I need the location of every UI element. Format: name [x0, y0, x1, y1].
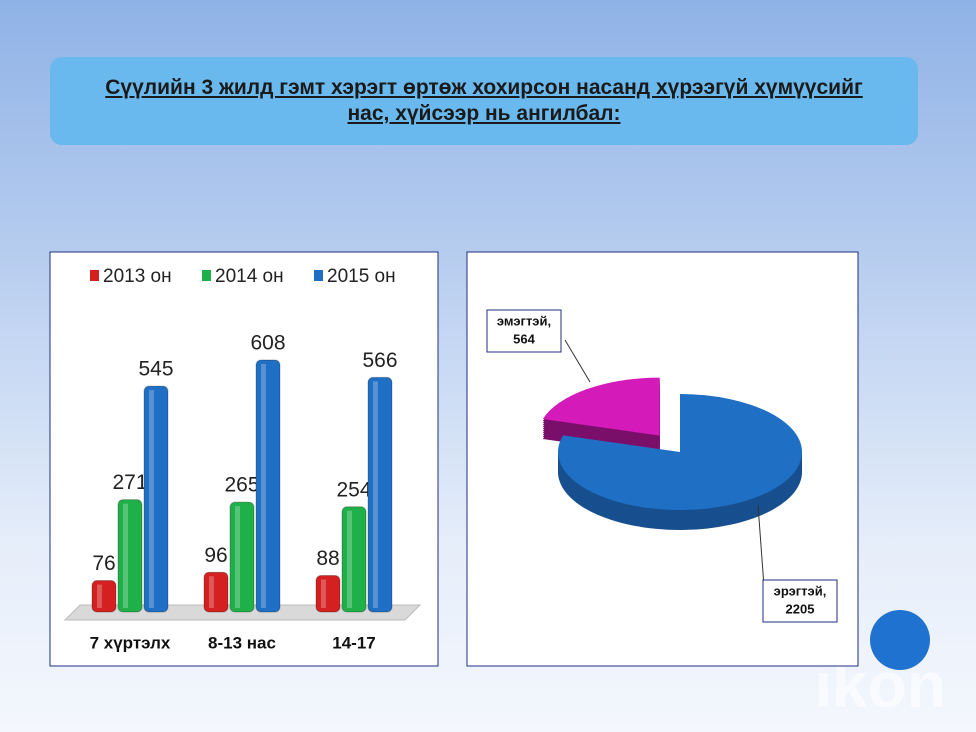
data-label-value: 2205	[786, 601, 815, 616]
title-wrap: Сүүлийн 3 жилд гэмт хэрэгт өртөж хохирсо…	[105, 76, 863, 125]
bar-highlight	[123, 503, 128, 608]
bar	[229, 501, 255, 613]
data-label-name: эрэгтэй,	[774, 583, 827, 598]
value-label: 254	[336, 478, 371, 501]
legend-swatch	[202, 270, 211, 281]
x-tick-label: 8-13 нас	[208, 633, 276, 652]
data-label-box	[762, 579, 838, 623]
bar-highlight	[261, 364, 266, 608]
value-label: 271	[112, 471, 147, 494]
decor-circle	[870, 610, 930, 670]
value-label: 96	[204, 544, 227, 567]
data-label-name: эмэгтэй,	[497, 313, 551, 328]
bar	[91, 580, 117, 613]
bar-highlight	[347, 510, 352, 608]
bar	[117, 499, 143, 613]
title-box	[50, 57, 918, 145]
value-label: 566	[362, 349, 397, 372]
pie-slice	[542, 377, 660, 436]
pie-slice	[558, 394, 802, 510]
legend-label: 2014 он	[215, 266, 284, 287]
legend-swatch	[90, 270, 99, 281]
value-label: 265	[224, 474, 259, 497]
leader-line	[564, 339, 591, 383]
legend-label: 2013 он	[103, 266, 172, 287]
legend-swatch	[314, 270, 323, 281]
bar	[255, 359, 281, 613]
bar	[143, 385, 169, 613]
data-label-box	[486, 309, 562, 353]
value-label: 88	[316, 547, 339, 570]
bar-highlight	[373, 381, 378, 608]
value-label: 608	[250, 332, 285, 355]
value-label: 76	[92, 552, 115, 575]
bar	[203, 571, 229, 613]
bar	[341, 506, 367, 613]
legend-label: 2015 он	[327, 266, 396, 287]
bar-highlight	[149, 390, 154, 608]
value-label: 545	[138, 358, 173, 381]
chart-title: Сүүлийн 3 жилд гэмт хэрэгт өртөж хохирсо…	[105, 76, 863, 125]
x-tick-label: 14-17	[332, 633, 375, 652]
bar	[367, 376, 393, 613]
data-label-value: 564	[513, 331, 535, 346]
x-tick-label: 7 хүртэлх	[90, 633, 171, 652]
bar-highlight	[235, 506, 240, 608]
bar-highlight	[97, 584, 102, 608]
bar-highlight	[321, 579, 326, 608]
bar	[315, 575, 341, 613]
bar-highlight	[209, 576, 214, 608]
